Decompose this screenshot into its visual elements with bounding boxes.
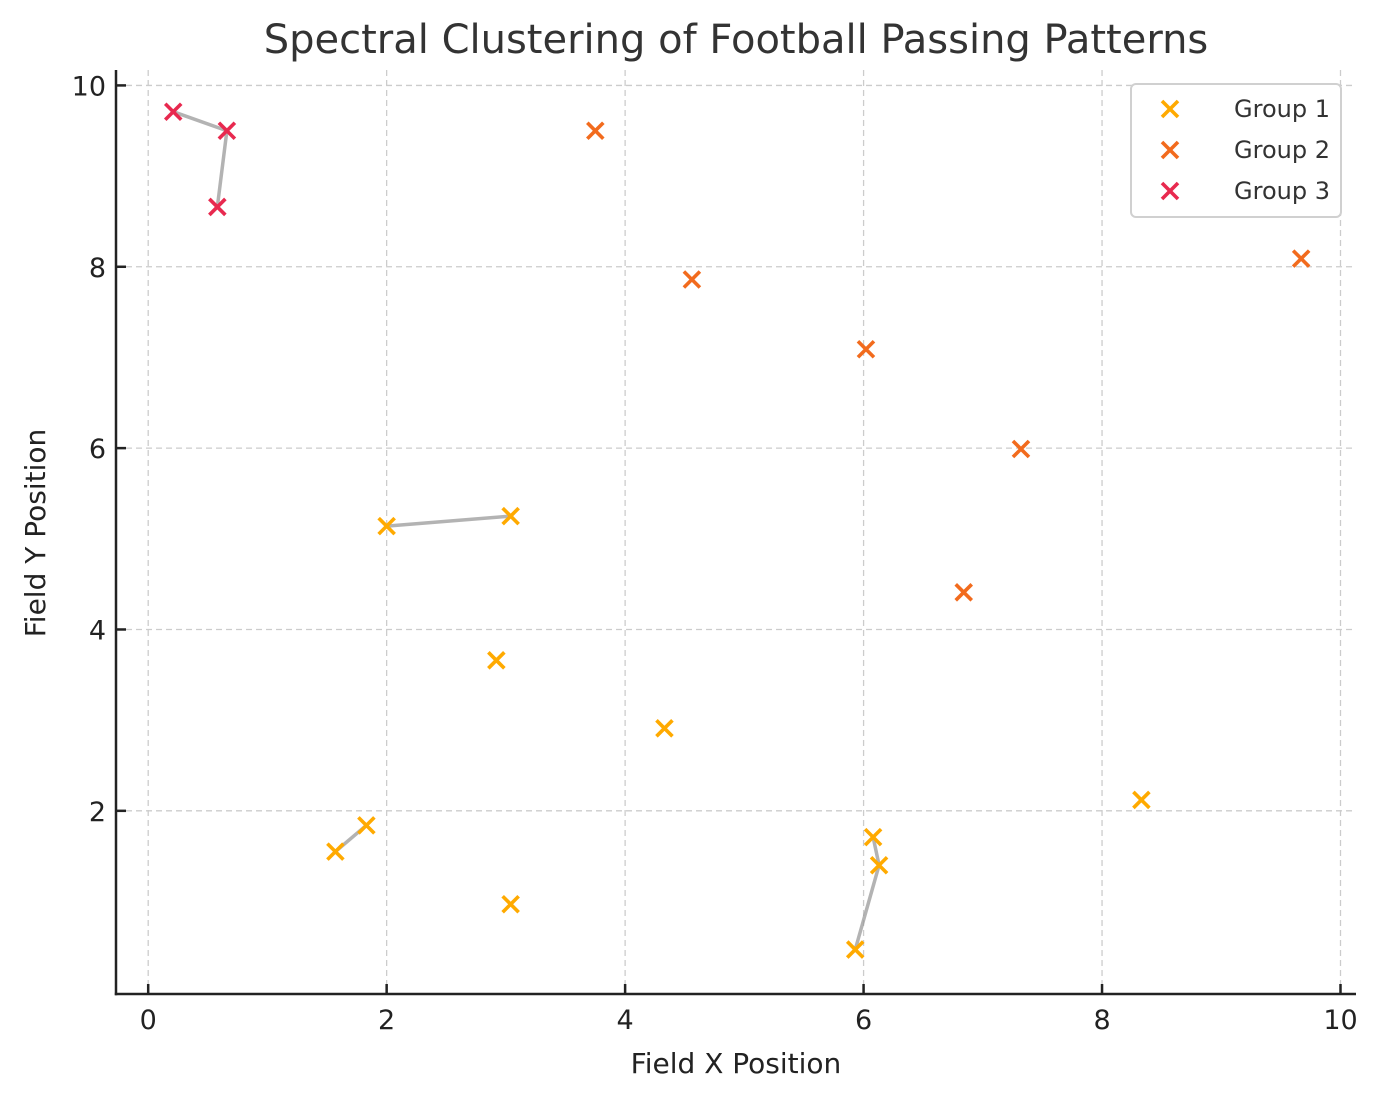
axes: 0 2 4 6 8 10 2 4 6 8 10	[72, 70, 1358, 1036]
data-point-group-1	[1132, 790, 1151, 810]
data-point-group-3	[217, 121, 237, 141]
data-point-group-2	[1011, 439, 1031, 459]
data-point-group-3	[163, 102, 183, 121]
x-tick-label: 2	[378, 1005, 395, 1036]
data-point-group-2	[856, 340, 876, 359]
pass-connection-line	[853, 836, 881, 951]
data-point-group-2	[682, 270, 702, 289]
x-tick-label: 8	[1093, 1005, 1110, 1036]
data-point-group-1	[487, 651, 506, 670]
data-point-group-1	[869, 855, 889, 875]
x-tick-label: 0	[140, 1005, 157, 1036]
x-tick-label: 6	[855, 1005, 872, 1036]
pass-connection-line	[386, 514, 511, 528]
y-tick-label: 2	[89, 797, 106, 828]
y-tick-label: 8	[89, 253, 106, 284]
y-tick-label: 4	[89, 615, 106, 646]
data-point-group-3	[208, 197, 227, 217]
pass-connection-line	[172, 110, 229, 208]
y-tick-label: 6	[89, 434, 106, 465]
legend-marker-group-1	[1160, 99, 1180, 119]
y-tick-label: 10	[72, 71, 106, 102]
data-point-group-2	[1291, 249, 1311, 268]
legend-label: Group 3	[1234, 177, 1330, 205]
data-point-group-1	[501, 506, 520, 526]
x-tick-label: 10	[1323, 1005, 1357, 1036]
legend-frame	[1130, 83, 1342, 218]
data-point-group-1	[377, 516, 396, 536]
legend: Group 1 Group 2 Group 3	[1130, 83, 1342, 218]
data-point-group-1	[845, 940, 865, 959]
legend-marker-group-2	[1160, 140, 1180, 160]
data-point-group-2	[954, 583, 974, 602]
y-axis-label: Field Y Position	[19, 429, 52, 638]
connection-lines	[172, 110, 881, 951]
data-point-group-1	[655, 719, 674, 738]
data-point-group-2	[586, 121, 605, 141]
data-points	[163, 102, 1311, 959]
data-point-group-1	[357, 816, 376, 835]
grid	[116, 70, 1356, 994]
legend-marker-group-3	[1160, 181, 1180, 201]
legend-label: Group 2	[1234, 136, 1330, 164]
data-point-group-1	[326, 842, 345, 861]
x-axis-label: Field X Position	[631, 1047, 842, 1080]
chart-title: Spectral Clustering of Football Passing …	[264, 17, 1209, 63]
legend-label: Group 1	[1234, 95, 1330, 123]
data-point-group-1	[501, 894, 520, 914]
data-point-group-1	[863, 827, 883, 847]
x-tick-label: 4	[617, 1005, 634, 1036]
